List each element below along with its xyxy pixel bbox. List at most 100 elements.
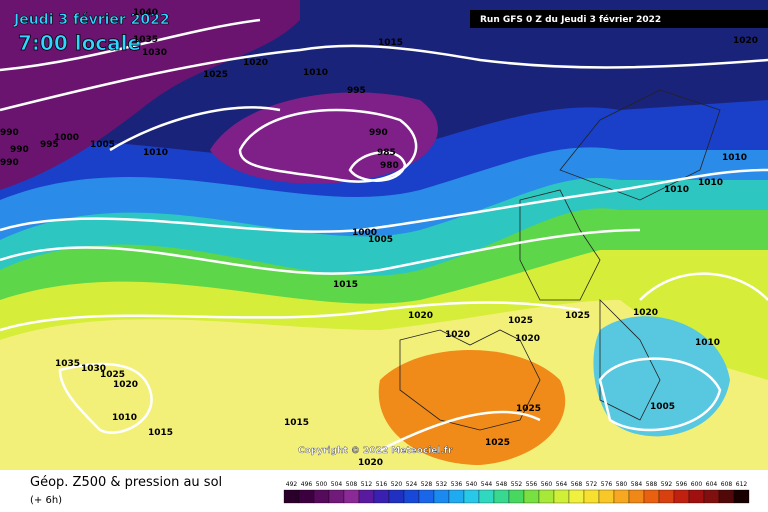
scale-swatch <box>553 489 570 504</box>
scale-swatch <box>688 489 705 504</box>
isobar-label: 1010 <box>664 185 689 195</box>
scale-swatch <box>448 489 465 504</box>
color-scale: 492 496 500 504 508 512 516 520 524 528 532 536 540 5… <box>283 481 750 504</box>
isobar-label: 1005 <box>368 235 393 245</box>
isobar <box>0 18 768 452</box>
scale-label: 504 <box>331 481 343 488</box>
isobar-label: 1020 <box>733 36 758 46</box>
z500-zone <box>593 316 730 437</box>
isobar-label: 990 <box>10 145 29 155</box>
isobar-label: 1020 <box>633 308 658 318</box>
scale-swatch <box>703 489 720 504</box>
isobar-label: 1025 <box>203 70 228 80</box>
scale-label: 516 <box>376 481 388 488</box>
scale-swatch <box>628 489 645 504</box>
scale-label: 492 <box>286 481 298 488</box>
scale-label: 524 <box>406 481 418 488</box>
isobar-label: 995 <box>347 86 366 96</box>
scale-swatch <box>313 489 330 504</box>
scale-label: 496 <box>301 481 313 488</box>
isobar-label: 1020 <box>113 380 138 390</box>
isobar-label: 995 <box>40 140 59 150</box>
isobar-label: 1020 <box>243 58 268 68</box>
scale-label: 600 <box>691 481 703 488</box>
isobar-label: 1015 <box>148 428 173 438</box>
scale-label: 548 <box>496 481 508 488</box>
scale-label: 608 <box>721 481 733 488</box>
isobar-label: 1025 <box>516 404 541 414</box>
scale-swatch <box>493 489 510 504</box>
scale-swatch <box>283 489 300 504</box>
scale-swatch <box>658 489 675 504</box>
scale-label: 512 <box>361 481 373 488</box>
isobar-label: 1005 <box>90 140 115 150</box>
isobar-label: 1015 <box>378 38 403 48</box>
scale-label: 576 <box>601 481 613 488</box>
scale-label: 528 <box>421 481 433 488</box>
scale-swatch <box>598 489 615 504</box>
isobar-label: 1010 <box>698 178 723 188</box>
scale-label: 552 <box>511 481 523 488</box>
isobar-label: 1030 <box>81 364 106 374</box>
scale-swatch <box>523 489 540 504</box>
scale-label: 568 <box>571 481 583 488</box>
scale-swatch <box>403 489 420 504</box>
scale-label: 540 <box>466 481 478 488</box>
run-box <box>470 10 768 28</box>
scale-label: 536 <box>451 481 463 488</box>
scale-swatch <box>343 489 360 504</box>
isobar-label: 980 <box>380 161 399 171</box>
scale-label: 560 <box>541 481 553 488</box>
scale-swatch <box>433 489 450 504</box>
scale-label: 532 <box>436 481 448 488</box>
isobar-label: 1015 <box>333 280 358 290</box>
scale-swatch <box>463 489 480 504</box>
time-label: 7:00 locale <box>18 31 141 55</box>
scale-label: 572 <box>586 481 598 488</box>
scale-label: 520 <box>391 481 403 488</box>
isobar-label: 990 <box>369 128 388 138</box>
isobar-label: 1040 <box>133 8 158 18</box>
date-label: Jeudi 3 février 2022 <box>13 12 170 28</box>
isobar-label: 1015 <box>284 418 309 428</box>
scale-swatch <box>733 489 750 504</box>
isobar-label: 1025 <box>565 311 590 321</box>
isobar-label: 1000 <box>54 133 79 143</box>
isobar-label: 1010 <box>112 413 137 423</box>
isobar-label: 1010 <box>303 68 328 78</box>
scale-label: 596 <box>676 481 688 488</box>
z500-zone <box>378 350 566 465</box>
scale-label: 564 <box>556 481 568 488</box>
isobar-label: 1010 <box>143 148 168 158</box>
isobar-label: 1010 <box>722 153 747 163</box>
isobar-label: 1000 <box>352 228 377 238</box>
legend-subtitle: (+ 6h) <box>30 495 62 506</box>
scale-label: 544 <box>481 481 493 488</box>
scale-label: 556 <box>526 481 538 488</box>
isobar-label: 985 <box>377 148 396 158</box>
z500-zone <box>0 0 300 190</box>
isobar-label: 1020 <box>445 330 470 340</box>
isobar-label: 1025 <box>508 316 533 326</box>
scale-swatch <box>718 489 735 504</box>
scale-label: 592 <box>661 481 673 488</box>
copyright: Copyright © 2022 Meteociel.fr <box>298 446 453 456</box>
isobar-label: 1020 <box>358 458 383 468</box>
scale-label: 588 <box>646 481 658 488</box>
scale-swatch <box>328 489 345 504</box>
scale-label: 612 <box>736 481 748 488</box>
scale-swatch <box>538 489 555 504</box>
scale-swatch <box>613 489 630 504</box>
scale-swatch <box>373 489 390 504</box>
isobar-label: 990 <box>0 128 19 138</box>
isobar-label: 1025 <box>485 438 510 448</box>
scale-label: 584 <box>631 481 643 488</box>
coastline <box>399 89 721 431</box>
scale-swatch <box>298 489 315 504</box>
scale-label: 508 <box>346 481 358 488</box>
legend-title: Géop. Z500 & pression au sol <box>30 475 222 490</box>
isobar-label: 1020 <box>515 334 540 344</box>
scale-label: 500 <box>316 481 328 488</box>
isobar-label: 1025 <box>100 370 125 380</box>
